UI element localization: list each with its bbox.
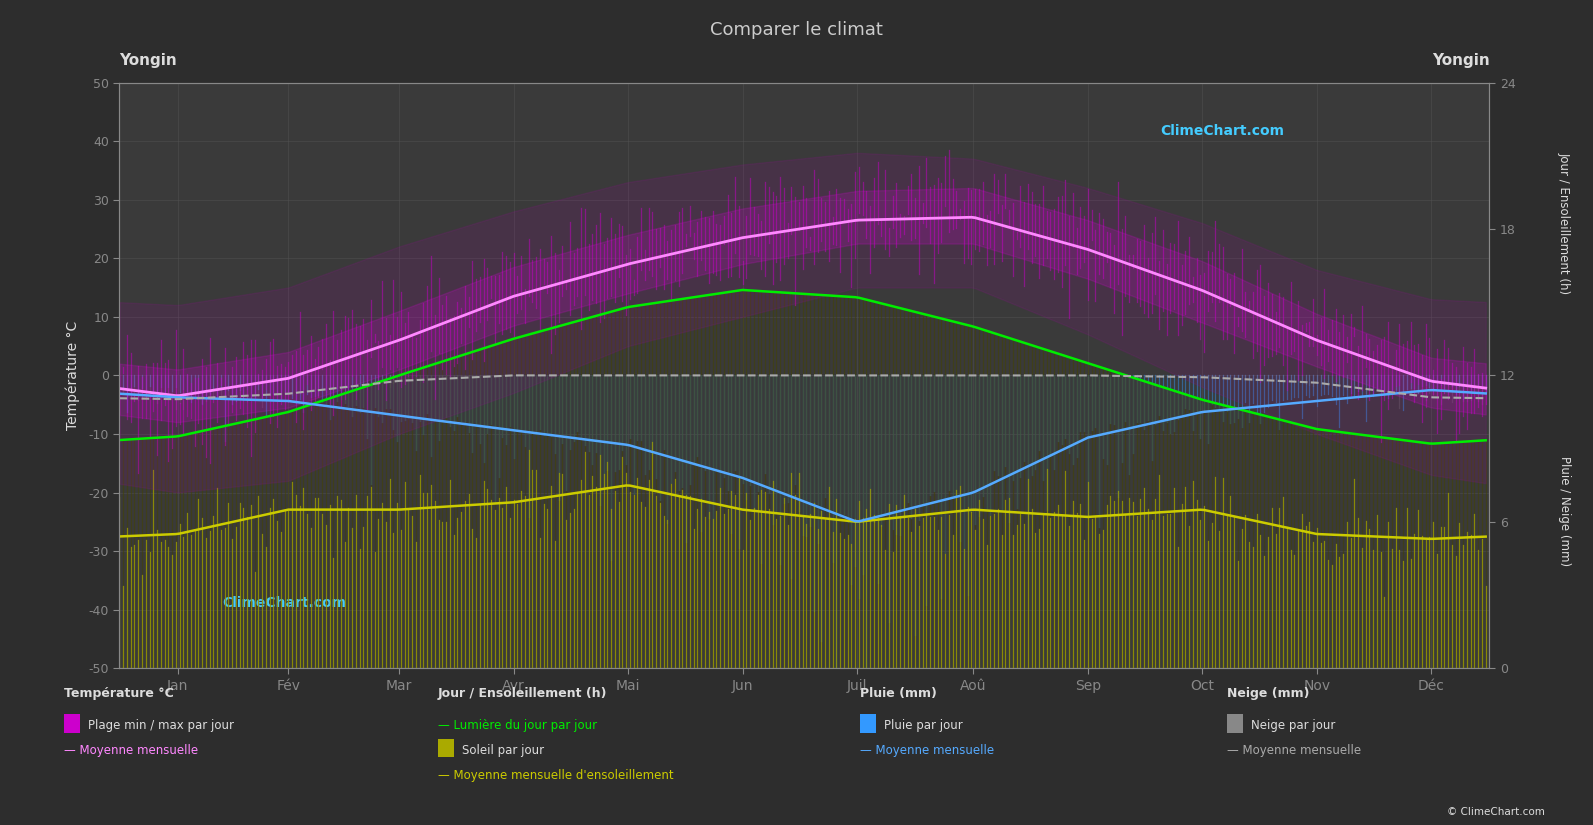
Text: © ClimeChart.com: © ClimeChart.com: [1448, 807, 1545, 817]
Text: Plage min / max par jour: Plage min / max par jour: [88, 719, 234, 733]
Text: Pluie (mm): Pluie (mm): [860, 687, 937, 700]
Text: — Moyenne mensuelle d'ensoleillement: — Moyenne mensuelle d'ensoleillement: [438, 769, 674, 782]
Text: ClimeChart.com: ClimeChart.com: [223, 596, 346, 610]
Text: Yongin: Yongin: [1432, 53, 1489, 68]
Text: Jour / Ensoleillement (h): Jour / Ensoleillement (h): [1558, 152, 1571, 294]
Text: Yongin: Yongin: [119, 53, 177, 68]
Y-axis label: Température °C: Température °C: [65, 321, 80, 430]
Text: ClimeChart.com: ClimeChart.com: [1161, 124, 1284, 138]
Text: Jour / Ensoleillement (h): Jour / Ensoleillement (h): [438, 687, 607, 700]
Text: — Lumière du jour par jour: — Lumière du jour par jour: [438, 719, 597, 733]
Text: Température °C: Température °C: [64, 687, 174, 700]
Text: — Moyenne mensuelle: — Moyenne mensuelle: [1227, 744, 1360, 757]
Text: Pluie par jour: Pluie par jour: [884, 719, 962, 733]
Text: Soleil par jour: Soleil par jour: [462, 744, 545, 757]
Text: Pluie / Neige (mm): Pluie / Neige (mm): [1558, 456, 1571, 567]
Text: Comparer le climat: Comparer le climat: [710, 21, 883, 39]
Text: — Moyenne mensuelle: — Moyenne mensuelle: [64, 744, 198, 757]
Text: Neige (mm): Neige (mm): [1227, 687, 1309, 700]
Text: — Moyenne mensuelle: — Moyenne mensuelle: [860, 744, 994, 757]
Text: Neige par jour: Neige par jour: [1251, 719, 1335, 733]
